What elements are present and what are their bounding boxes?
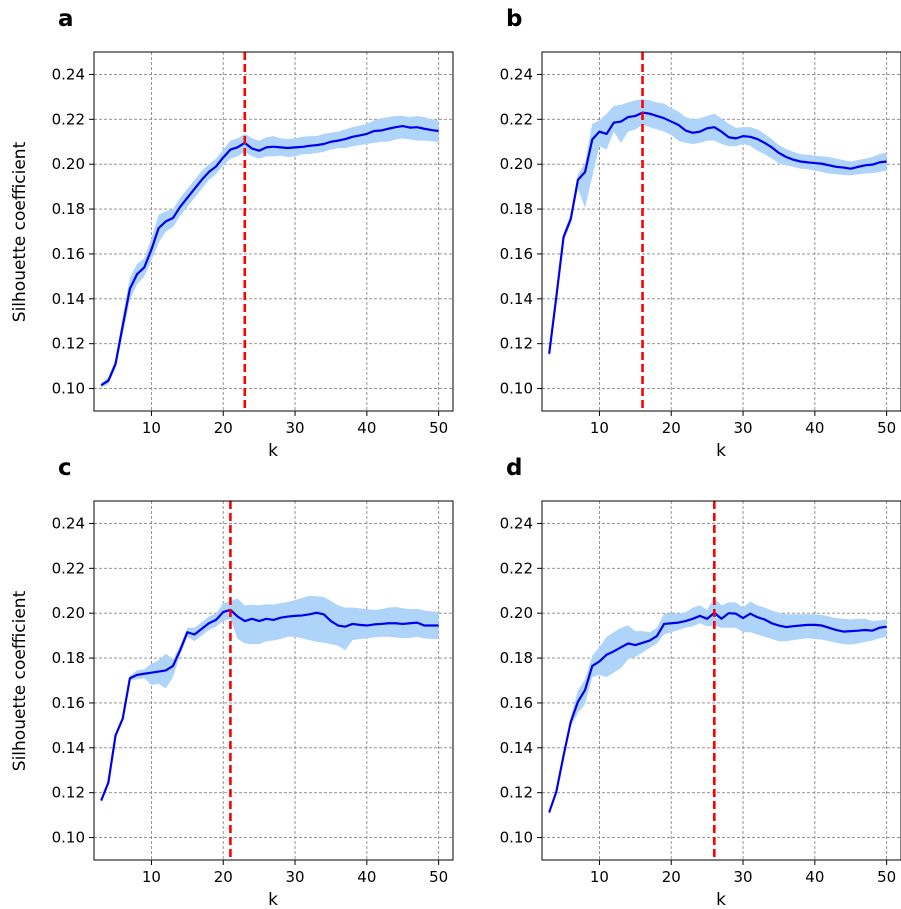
- y-tick-label: 0.20: [500, 155, 533, 173]
- panel-c: c 10 20 30 40 50 0.10 0.12 0.14 0.16 0.18 0.20 0.22…: [10, 455, 454, 909]
- axes-frame: [541, 51, 901, 412]
- confidence-band: [549, 597, 887, 815]
- x-tick-label: 10: [590, 868, 609, 886]
- y-tick-label: 0.12: [500, 784, 533, 802]
- x-axis-label: k: [716, 441, 726, 461]
- confidence-band: [549, 99, 887, 359]
- y-tick-label: 0.18: [52, 649, 85, 667]
- panel-label: d: [506, 455, 522, 481]
- x-tick-label: 40: [805, 419, 824, 437]
- series-line: [548, 111, 887, 354]
- x-tick-label: 50: [429, 419, 448, 437]
- panel-label: b: [506, 6, 522, 32]
- y-tick-label: 0.24: [52, 514, 85, 532]
- y-tick-label: 0.22: [500, 559, 533, 577]
- y-tick-label: 0.22: [52, 559, 85, 577]
- x-tick-label: 10: [142, 419, 161, 437]
- y-tick-label: 0.18: [52, 200, 85, 218]
- y-tick-label: 0.10: [52, 829, 85, 847]
- x-tick-label: 50: [877, 868, 896, 886]
- y-tick-label: 0.20: [500, 604, 533, 622]
- x-tick-label: 10: [142, 868, 161, 886]
- series-line: [548, 611, 887, 813]
- plot-area: 10 20 30 40 50 0.10 0.12 0.14 0.16 0.18 0.20 0.22 0.…: [500, 500, 901, 886]
- x-axis-label: k: [716, 890, 726, 909]
- plot-area: 10 20 30 40 50 0.10 0.12 0.14 0.16 0.18 0.20 0.22 0.…: [52, 500, 454, 886]
- y-tick-label: 0.12: [52, 335, 85, 353]
- axes-frame: [93, 51, 454, 412]
- x-tick-label: 20: [662, 419, 681, 437]
- y-tick-label: 0.20: [52, 155, 85, 173]
- y-tick-label: 0.24: [500, 514, 533, 532]
- y-axis-label: Silhouette coefficient: [10, 590, 30, 771]
- y-tick-label: 0.14: [500, 739, 533, 757]
- axes-frame: [541, 500, 901, 861]
- y-tick-label: 0.18: [500, 200, 533, 218]
- series-line: [100, 124, 439, 387]
- plot-area: 10 20 30 40 50 0.10 0.12 0.14 0.16 0.18 0.20 0.22 0.…: [500, 51, 901, 437]
- x-tick-label: 30: [733, 868, 752, 886]
- y-tick-label: 0.16: [52, 245, 85, 263]
- axes-frame: [93, 500, 454, 861]
- confidence-band: [101, 115, 439, 388]
- y-tick-label: 0.16: [52, 694, 85, 712]
- y-tick-label: 0.14: [500, 290, 533, 308]
- y-tick-label: 0.18: [500, 649, 533, 667]
- x-tick-label: 40: [357, 868, 376, 886]
- y-tick-label: 0.16: [500, 694, 533, 712]
- panel-label: a: [58, 6, 74, 32]
- x-tick-label: 30: [285, 419, 304, 437]
- x-axis-label: k: [268, 441, 278, 461]
- panel-b: b 10 20 30 40 50 0.10 0.12 0.14 0.16 0.18 0.20 0.22…: [500, 6, 901, 461]
- y-tick-label: 0.22: [500, 110, 533, 128]
- x-tick-label: 50: [429, 868, 448, 886]
- y-tick-label: 0.24: [52, 65, 85, 83]
- panel-label: c: [58, 455, 72, 481]
- plot-area: 10 20 30 40 50 0.10 0.12 0.14 0.16 0.18 0.20 0.22 0.…: [52, 51, 454, 437]
- x-tick-label: 40: [805, 868, 824, 886]
- x-tick-label: 30: [285, 868, 304, 886]
- y-tick-label: 0.24: [500, 65, 533, 83]
- panel-d: d 10 20 30 40 50 0.10 0.12 0.14 0.16 0.18 0.20 0.22…: [500, 455, 901, 909]
- y-tick-label: 0.10: [500, 829, 533, 847]
- x-tick-label: 10: [590, 419, 609, 437]
- y-tick-label: 0.10: [52, 380, 85, 398]
- confidence-band: [101, 595, 439, 803]
- x-tick-label: 20: [662, 868, 681, 886]
- x-tick-label: 30: [733, 419, 752, 437]
- x-tick-label: 50: [877, 419, 896, 437]
- y-tick-label: 0.10: [500, 380, 533, 398]
- y-axis-label: Silhouette coefficient: [10, 141, 30, 322]
- x-tick-label: 40: [357, 419, 376, 437]
- y-tick-label: 0.14: [52, 290, 85, 308]
- y-tick-label: 0.12: [500, 335, 533, 353]
- y-tick-label: 0.22: [52, 110, 85, 128]
- panel-a: a 10 20 30 40 50 0.10 0.12 0.14 0.16 0.18 0.20 0.22…: [10, 6, 454, 461]
- x-tick-label: 20: [214, 868, 233, 886]
- series-line: [100, 608, 439, 801]
- y-tick-label: 0.16: [500, 245, 533, 263]
- y-tick-label: 0.12: [52, 784, 85, 802]
- x-axis-label: k: [268, 890, 278, 909]
- x-tick-label: 20: [214, 419, 233, 437]
- y-tick-label: 0.14: [52, 739, 85, 757]
- y-tick-label: 0.20: [52, 604, 85, 622]
